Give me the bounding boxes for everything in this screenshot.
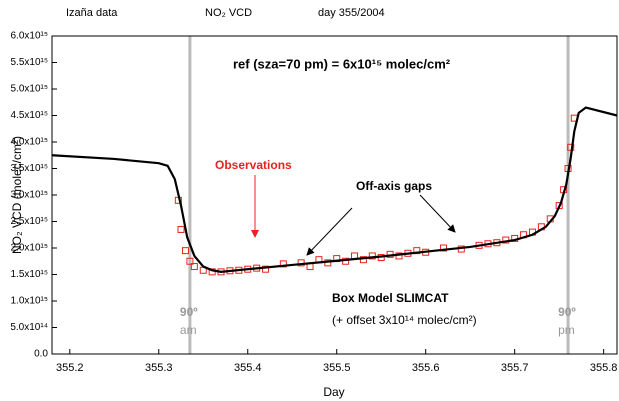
y-tick-label: 0.0 (34, 349, 48, 360)
reference-sublabel: am (180, 323, 197, 337)
y-tick-label: 5.5x10¹⁵ (11, 57, 49, 68)
plot-frame (51, 35, 618, 355)
observation-point (177, 225, 185, 233)
x-tick-label: 355.3 (145, 362, 173, 374)
y-tick-label: 1.0x10¹⁵ (11, 296, 49, 307)
y-tick-label: 4.0x10¹⁵ (11, 137, 49, 148)
x-tick-label: 355.7 (501, 362, 529, 374)
offset-note: (+ offset 3x10¹⁴ molec/cm²) (332, 313, 477, 327)
header-text: Izaña data (66, 7, 118, 19)
y-tick-label: 2.5x10¹⁵ (11, 216, 49, 227)
observation-point (439, 244, 447, 252)
y-tick-label: 1.5x10¹⁵ (11, 269, 49, 280)
reference-label: 90º (558, 305, 576, 319)
y-tick-label: 2.0x10¹⁵ (11, 243, 49, 254)
arrow (306, 207, 353, 256)
y-tick-label: 3.0x10¹⁵ (11, 190, 49, 201)
gaps-label: Off-axis gaps (356, 179, 432, 193)
x-tick-label: 355.5 (323, 362, 351, 374)
model-label: Box Model SLIMCAT (332, 291, 449, 305)
chart-title: ref (sza=70 pm) = 6x10¹⁵ molec/cm² (233, 56, 451, 71)
y-tick-label: 5.0x10¹⁵ (11, 84, 49, 95)
y-tick-label: 3.5x10¹⁵ (11, 163, 49, 174)
y-tick-label: 4.5x10¹⁵ (11, 110, 49, 121)
header-text: NO₂ VCD (205, 7, 252, 19)
y-tick-label: 6.0x10¹⁵ (11, 31, 49, 42)
header-text: day 355/2004 (318, 7, 385, 19)
x-tick-label: 355.2 (56, 362, 84, 374)
model-line (51, 106, 618, 273)
y-tick-label: 5.0x10¹⁴ (10, 322, 48, 333)
observation-point (262, 265, 270, 273)
observation-point (359, 256, 367, 264)
observation-point (190, 263, 198, 271)
y-axis-label: NO₂ VCD (molec/cm²) (10, 136, 24, 254)
x-tick-label: 355.6 (412, 362, 440, 374)
reference-sublabel: pm (558, 323, 575, 337)
observations-label: Observations (215, 158, 292, 172)
x-tick-label: 355.4 (234, 362, 262, 374)
x-axis-label: Day (323, 385, 344, 399)
reference-label: 90º (180, 305, 198, 319)
arrow (419, 194, 456, 233)
observation-point (181, 247, 189, 255)
x-tick-label: 355.8 (590, 362, 618, 374)
observation-point (186, 257, 194, 265)
